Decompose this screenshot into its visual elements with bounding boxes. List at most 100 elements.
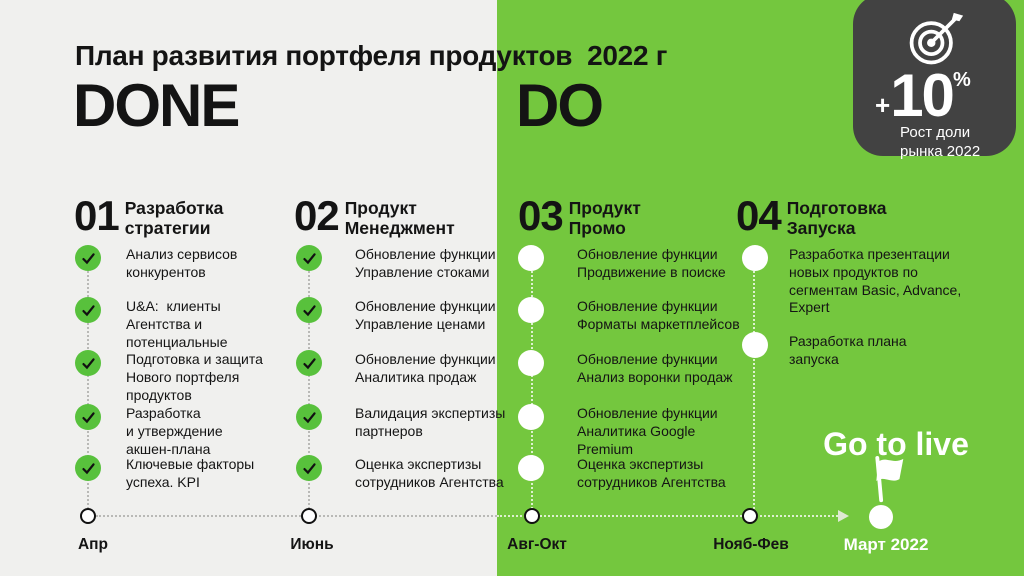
- task-label: U&A: клиенты Агентства и потенциальные: [126, 298, 228, 350]
- column-2-connector: [308, 258, 310, 517]
- todo-circle: [742, 245, 768, 271]
- task-item: Обновление функции Управление стоками: [296, 245, 496, 282]
- milestone-dot: [742, 508, 758, 524]
- growth-number: 10: [890, 62, 955, 129]
- check-icon: [81, 252, 95, 264]
- column-4-number: 04: [736, 192, 782, 239]
- check-circle: [75, 297, 101, 323]
- task-item: Обновление функции Анализ воронки продаж: [518, 350, 733, 387]
- task-item: Разработка и утверждение акшен-плана: [75, 404, 223, 458]
- task-label: Обновление функции Продвижение в поиске: [577, 246, 726, 280]
- task-item: Ключевые факторы успеха. KPI: [75, 455, 254, 492]
- task-item: Оценка экспертизы сотрудников Агентства: [296, 455, 504, 492]
- timeline-line-left: [96, 515, 497, 517]
- todo-circle: [742, 332, 768, 358]
- task-label: Оценка экспертизы сотрудников Агентства: [355, 456, 504, 490]
- column-3-title: Продукт Промо: [568, 198, 641, 238]
- task-item: Оценка экспертизы сотрудников Агентства: [518, 455, 726, 492]
- task-label: Обновление функции Управление ценами: [355, 298, 496, 332]
- check-circle: [296, 404, 322, 430]
- growth-value: + 10 %: [853, 66, 1016, 126]
- check-icon: [81, 411, 95, 423]
- task-item: Подготовка и защита Нового портфеля прод…: [75, 350, 263, 404]
- milestone-label: Апр: [77, 536, 109, 553]
- task-label: Обновление функции Форматы маркетплейсов: [577, 298, 740, 332]
- task-label: Анализ сервисов конкурентов: [126, 246, 238, 280]
- launch-date-label: Март 2022: [843, 535, 929, 554]
- go-to-live-label: Go to live: [823, 426, 969, 462]
- milestone-dot: [80, 508, 96, 524]
- milestone-label: Нояб-Фев: [713, 536, 789, 553]
- check-circle: [296, 245, 322, 271]
- task-item: Валидация экспертизы партнеров: [296, 404, 505, 441]
- page-title: План развития портфеля продуктов 2022 г: [75, 40, 668, 71]
- column-1-title: Разработка стратегии: [124, 198, 224, 238]
- check-circle: [296, 297, 322, 323]
- task-label: Ключевые факторы успеха. KPI: [126, 456, 255, 490]
- column-2-number: 02: [294, 192, 340, 239]
- launch-dot: [869, 505, 893, 529]
- check-icon: [302, 252, 316, 264]
- task-label: Подготовка и защита Нового портфеля прод…: [126, 351, 263, 403]
- task-item: Разработка плана запуска: [742, 332, 907, 369]
- column-1-header: 01 Разработка стратегии: [74, 192, 224, 239]
- check-icon: [302, 357, 316, 369]
- task-label: Валидация экспертизы партнеров: [355, 405, 506, 439]
- column-1-number: 01: [74, 192, 120, 239]
- check-icon: [81, 304, 95, 316]
- check-circle: [296, 350, 322, 376]
- task-label: Разработка плана запуска: [789, 333, 907, 367]
- check-circle: [296, 455, 322, 481]
- todo-circle: [518, 455, 544, 481]
- task-item: Обновление функции Управление ценами: [296, 297, 496, 334]
- milestone-label: Авг-Окт: [507, 536, 567, 553]
- plus-sign: +: [875, 90, 891, 120]
- timeline-arrow-icon: [838, 510, 849, 522]
- flag-icon: [856, 455, 914, 512]
- column-4-header: 04 Подготовка Запуска: [736, 192, 887, 239]
- do-heading: DO: [516, 72, 604, 139]
- check-icon: [302, 411, 316, 423]
- percent-sign: %: [952, 69, 971, 91]
- column-2-title: Продукт Менеджмент: [344, 198, 455, 238]
- column-4-title: Подготовка Запуска: [786, 198, 887, 238]
- check-circle: [75, 455, 101, 481]
- column-3-number: 03: [518, 192, 564, 239]
- todo-circle: [518, 297, 544, 323]
- task-item: U&A: клиенты Агентства и потенциальные: [75, 297, 228, 351]
- column-3-header: 03 Продукт Промо: [518, 192, 641, 239]
- task-label: Обновление функции Аналитика продаж: [355, 351, 496, 385]
- todo-circle: [518, 245, 544, 271]
- task-item: Обновление функции Форматы маркетплейсов: [518, 297, 740, 334]
- task-item: Анализ сервисов конкурентов: [75, 245, 237, 282]
- check-circle: [75, 404, 101, 430]
- check-icon: [302, 462, 316, 474]
- timeline-line-right: [497, 515, 838, 517]
- task-item: Обновление функции Продвижение в поиске: [518, 245, 726, 282]
- column-1-connector: [87, 258, 89, 517]
- done-heading: DONE: [73, 72, 240, 139]
- column-3-connector: [531, 258, 533, 517]
- task-item: Разработка презентации новых продуктов п…: [742, 245, 961, 317]
- check-circle: [75, 245, 101, 271]
- todo-circle: [518, 404, 544, 430]
- growth-caption: Рост доли рынка 2022: [900, 124, 981, 160]
- task-label: Разработка и утверждение акшен-плана: [126, 405, 223, 457]
- milestone-dot: [301, 508, 317, 524]
- task-item: Обновление функции Аналитика продаж: [296, 350, 496, 387]
- task-label: Обновление функции Аналитика Google Prem…: [577, 405, 718, 457]
- milestone-label: Июнь: [290, 536, 334, 553]
- todo-circle: [518, 350, 544, 376]
- task-label: Обновление функции Управление стоками: [355, 246, 496, 280]
- column-2-header: 02 Продукт Менеджмент: [294, 192, 455, 239]
- check-circle: [75, 350, 101, 376]
- check-icon: [81, 462, 95, 474]
- task-label: Оценка экспертизы сотрудников Агентства: [577, 456, 726, 490]
- check-icon: [302, 304, 316, 316]
- task-label: Обновление функции Анализ воронки продаж: [577, 351, 733, 385]
- task-label: Разработка презентации новых продуктов п…: [789, 246, 962, 316]
- check-icon: [81, 357, 95, 369]
- milestone-dot: [524, 508, 540, 524]
- target-icon: [853, 10, 1016, 70]
